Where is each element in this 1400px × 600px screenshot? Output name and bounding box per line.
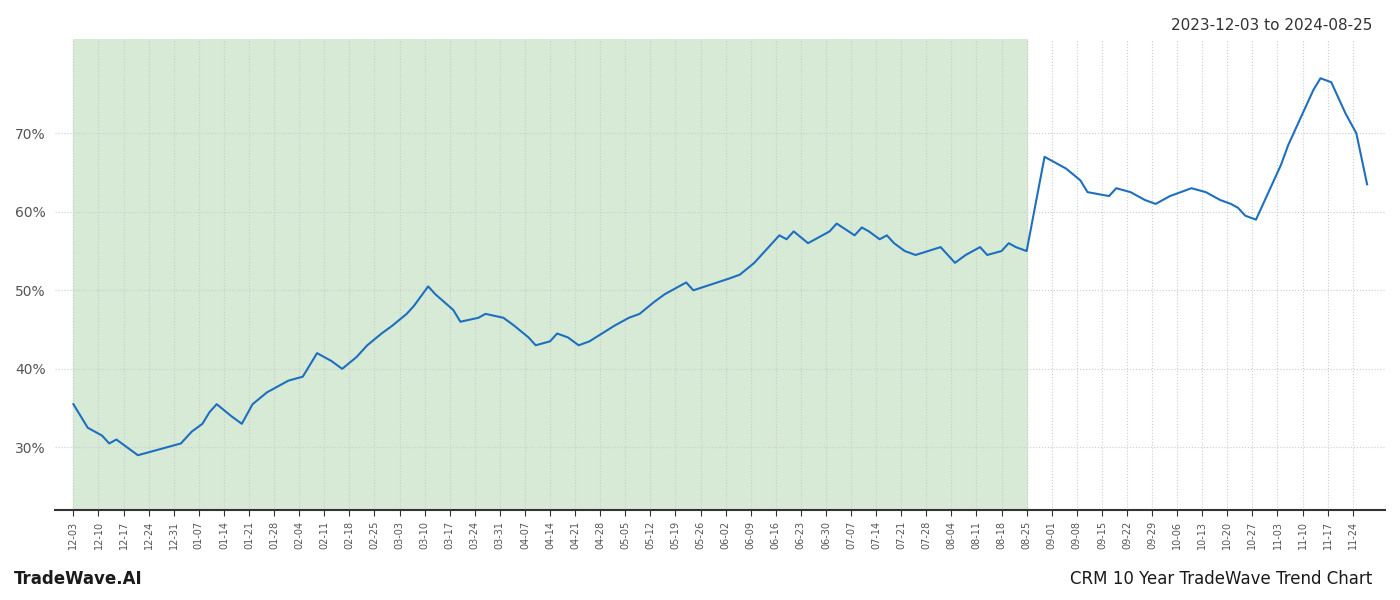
Text: TradeWave.AI: TradeWave.AI bbox=[14, 570, 143, 588]
Text: CRM 10 Year TradeWave Trend Chart: CRM 10 Year TradeWave Trend Chart bbox=[1070, 570, 1372, 588]
Bar bbox=[73, 39, 1026, 510]
Text: 2023-12-03 to 2024-08-25: 2023-12-03 to 2024-08-25 bbox=[1170, 18, 1372, 33]
